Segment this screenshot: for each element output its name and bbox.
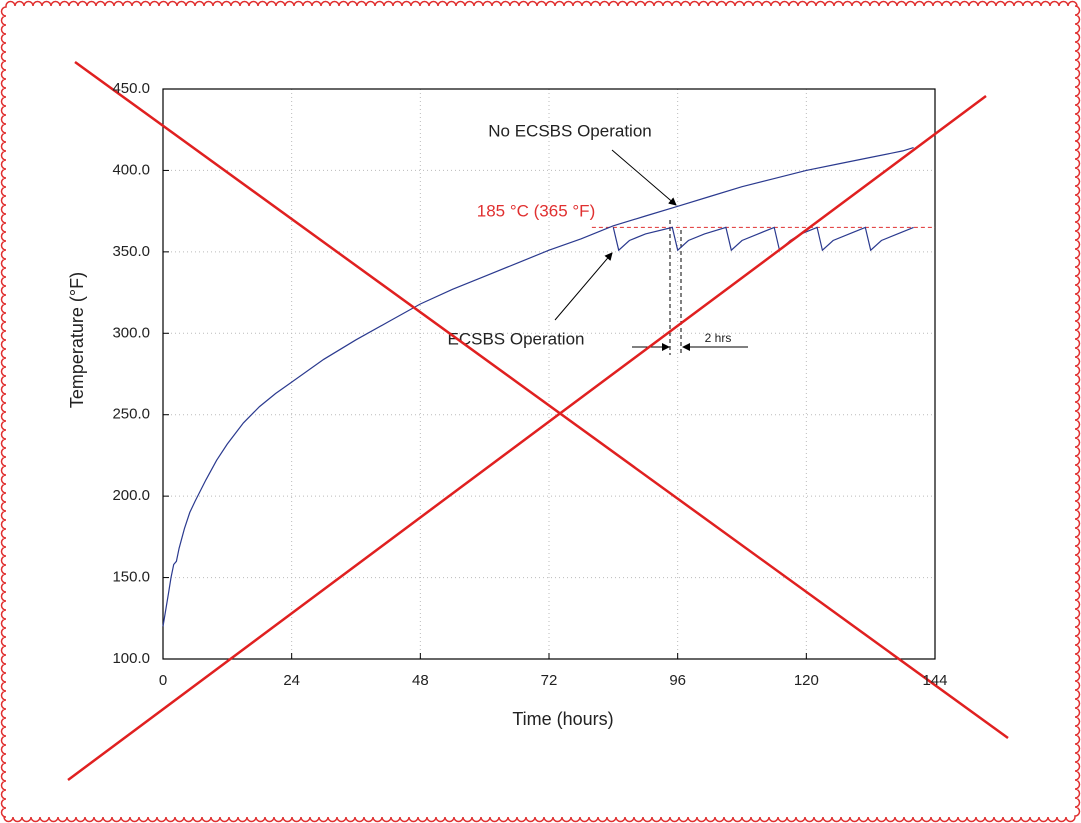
x-tick-label: 48	[412, 672, 429, 689]
y-tick-label: 150.0	[112, 569, 150, 586]
series-line	[612, 226, 914, 252]
x-tick-label: 0	[159, 672, 167, 689]
y-tick-label: 200.0	[112, 487, 150, 504]
arrows	[554, 149, 748, 355]
y-tick-label: 450.0	[112, 80, 150, 97]
annotation: No ECSBS Operation	[488, 121, 651, 140]
x-axis-label: Time (hours)	[512, 709, 613, 729]
y-tick-label: 250.0	[112, 406, 150, 423]
annotation: 2 hrs	[705, 331, 732, 345]
y-tick-label: 400.0	[112, 161, 150, 178]
x-tick-label: 120	[794, 672, 819, 689]
x-tick-label: 72	[541, 672, 558, 689]
cross-out	[67, 60, 1009, 782]
reference-label: 185 °C (365 °F)	[477, 201, 595, 220]
y-tick-label: 350.0	[112, 243, 150, 260]
y-tick-label: 300.0	[112, 324, 150, 341]
y-axis-label: Temperature (°F)	[67, 272, 87, 408]
annotation: ECSBS Operation	[447, 329, 584, 348]
x-tick-label: 96	[669, 672, 686, 689]
y-tick-label: 100.0	[112, 650, 150, 667]
x-tick-label: 24	[283, 672, 300, 689]
series-line	[162, 147, 914, 627]
x-tick-label: 144	[922, 672, 947, 689]
